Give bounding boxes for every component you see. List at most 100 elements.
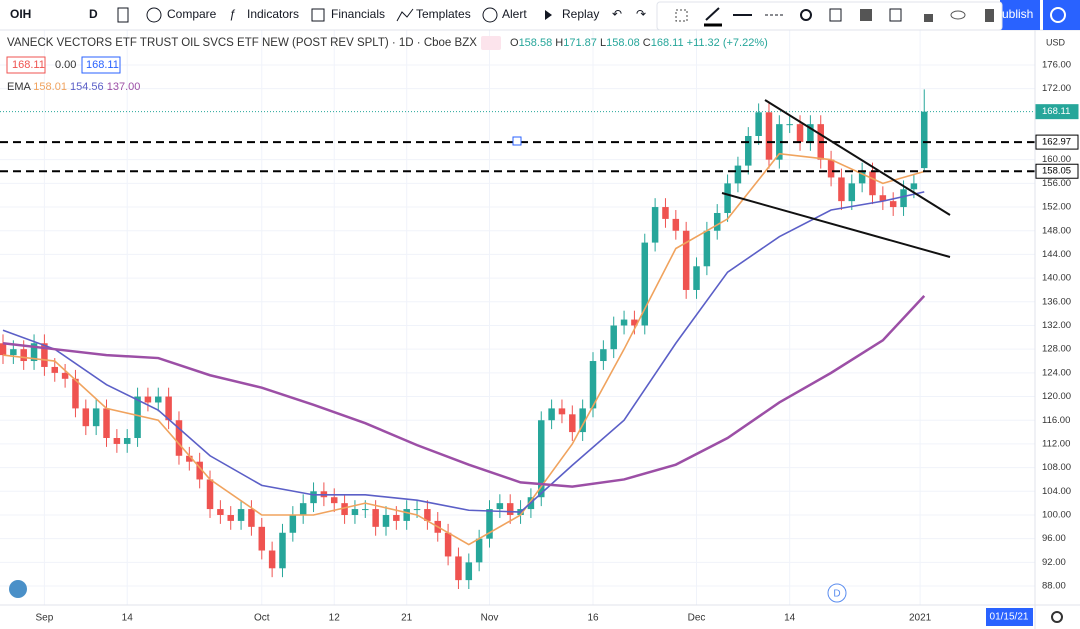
ema-line: [2, 152, 925, 546]
dividend-marker[interactable]: [827, 583, 847, 603]
legend-item: 171.87: [563, 37, 597, 49]
drawings: [512, 99, 951, 258]
candle-body: [465, 562, 473, 581]
candle-body: [724, 183, 731, 213]
candle-body: [341, 503, 348, 515]
y-tick-label: 148.00: [1042, 225, 1071, 236]
y-tick-label: 112.00: [1042, 438, 1070, 449]
y-tick-label: 92.00: [1042, 557, 1066, 568]
candle-body: [889, 201, 897, 208]
x-tick-label: 21: [401, 613, 413, 624]
y-tick-label: 120.00: [1042, 391, 1071, 402]
dividend-label: D: [833, 589, 840, 600]
candle-body: [807, 124, 814, 142]
candle-body: [672, 218, 680, 231]
y-tick-label: 176.00: [1042, 59, 1071, 70]
candle-body: [20, 349, 27, 362]
candle-body: [10, 349, 17, 356]
x-tick-label: Nov: [481, 613, 499, 624]
undo[interactable]: ↶: [612, 7, 622, 21]
templates-icon: [396, 8, 414, 22]
candle-body: [796, 124, 804, 142]
toolbar-button[interactable]: Indicators: [247, 7, 299, 21]
trash-icon[interactable]: [985, 9, 994, 22]
handle: [512, 136, 522, 146]
settings-icon[interactable]: [800, 9, 812, 21]
eye-icon[interactable]: [950, 10, 966, 20]
lock-icon[interactable]: [924, 14, 933, 22]
legend-item: L: [600, 37, 606, 49]
y-tick-label: 108.00: [1042, 462, 1071, 473]
chart-type-icon[interactable]: [117, 7, 129, 23]
candle-body: [455, 556, 462, 581]
publish-button[interactable]: [1000, 0, 1040, 30]
candle-body: [900, 189, 907, 208]
toolbar-button[interactable]: Replay: [562, 7, 599, 21]
candle-body: [279, 532, 286, 569]
candle-body: [61, 372, 69, 379]
tool-icon[interactable]: [675, 9, 688, 22]
date-box: [986, 608, 1033, 626]
candle-body: [682, 230, 690, 290]
ask-price: 168.11: [86, 59, 119, 71]
toolbar-button[interactable]: Compare: [167, 7, 217, 21]
y-tick-label: 172.00: [1042, 83, 1071, 94]
candle-body: [299, 503, 307, 515]
candle-body: [144, 396, 152, 403]
candle-body: [103, 408, 110, 439]
candle-body: [227, 514, 234, 521]
price-label: 168.11: [1042, 106, 1070, 117]
candle-body: [755, 112, 762, 136]
settings-icon[interactable]: [1051, 611, 1063, 623]
candle-body: [72, 378, 79, 409]
candle-body: [641, 242, 649, 326]
fullscreen-icon: [1050, 7, 1066, 23]
legend-item: 168.11: [651, 37, 684, 49]
y-tick-label: 160.00: [1042, 154, 1071, 165]
legend-item: H: [555, 37, 563, 49]
toolbar-button[interactable]: Alert: [502, 7, 527, 21]
y-tick-label: 132.00: [1042, 320, 1071, 331]
toolbar-button[interactable]: Financials: [331, 7, 385, 21]
price-label: 158.05: [1042, 166, 1071, 177]
legend-item: O: [510, 37, 519, 49]
legend-item: C: [643, 37, 651, 49]
candle-body: [538, 420, 545, 498]
tool-icon[interactable]: [889, 8, 902, 22]
toolbar-button[interactable]: Templates: [416, 7, 471, 21]
candle-body: [786, 124, 793, 126]
y-tick-label: 100.00: [1042, 510, 1071, 521]
publish-label: ublish: [1002, 7, 1033, 21]
symbol[interactable]: OIH: [10, 7, 31, 21]
y-tick-label: 136.00: [1042, 296, 1071, 307]
legend-item: 158.01: [33, 81, 67, 93]
candle-body: [651, 207, 659, 243]
x-tick-label: Oct: [254, 613, 270, 624]
currency: USD: [1046, 37, 1066, 47]
candle-body: [123, 438, 131, 444]
y-tick-label: 156.00: [1042, 178, 1071, 189]
flag-icon[interactable]: [481, 36, 501, 50]
interval[interactable]: D: [89, 7, 98, 21]
tool-icon[interactable]: [829, 8, 842, 22]
candle-body: [196, 461, 203, 480]
y-tick-label: 88.00: [1042, 581, 1066, 592]
fullscreen-button[interactable]: [1043, 0, 1080, 30]
tool-icon[interactable]: [705, 7, 720, 21]
x-tick-label: 2021: [909, 613, 932, 624]
replay-icon: [545, 10, 552, 20]
candle-body: [393, 514, 400, 521]
candle-body: [362, 509, 369, 511]
redo[interactable]: ↷: [636, 7, 646, 21]
tool-icon[interactable]: [860, 9, 872, 21]
candle-body: [30, 343, 38, 362]
price-label: 162.97: [1042, 137, 1071, 148]
candle-body: [838, 177, 845, 202]
bid-price: 168.11: [12, 59, 45, 71]
candle-body: [693, 266, 700, 290]
candle-body: [496, 503, 504, 510]
candle-body: [879, 195, 887, 202]
x-tick-label: 14: [122, 613, 134, 624]
x-tick-label: 16: [587, 613, 599, 624]
